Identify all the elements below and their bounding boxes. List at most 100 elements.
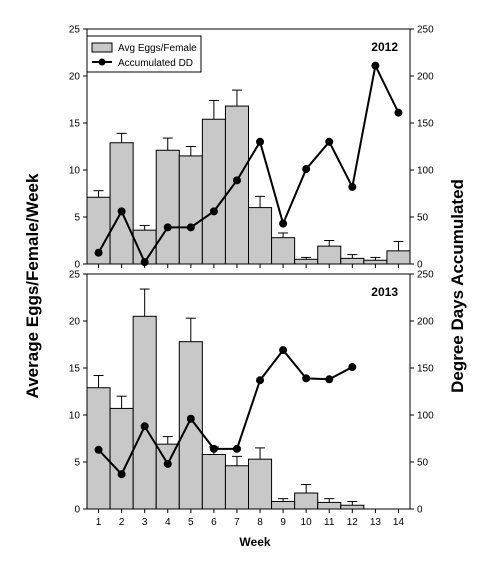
ytick-label-left: 5 [74, 458, 80, 469]
xtick-label: 6 [211, 517, 217, 528]
legend-line-label: Accumulated DD [118, 58, 193, 69]
ytick-label-left: 10 [69, 411, 81, 422]
dd-marker [209, 207, 218, 216]
bar [132, 315, 157, 510]
dd-marker [348, 363, 357, 372]
ytick-label-right: 250 [417, 270, 434, 281]
legend-box [86, 35, 202, 73]
ytick-label-left: 0 [74, 505, 80, 516]
ytick-label-left: 20 [69, 72, 81, 83]
dd-line [97, 62, 400, 265]
bar [363, 259, 388, 265]
bar [340, 257, 365, 265]
xtick-label: 7 [234, 517, 240, 528]
bar [201, 118, 226, 265]
ylabel-left: Average Eggs/Female/Week [23, 173, 42, 398]
ytick-label-right: 50 [417, 213, 429, 224]
ytick-label-right: 150 [417, 119, 434, 130]
ytick-label-right: 150 [417, 364, 434, 375]
dd-marker [279, 346, 288, 355]
dd-marker [232, 176, 241, 185]
ytick-label-right: 100 [417, 411, 434, 422]
ytick-label-right: 200 [417, 72, 434, 83]
bar [271, 500, 296, 510]
xtick-label: 1 [96, 517, 102, 528]
bar [178, 155, 203, 265]
dd-marker [117, 207, 126, 216]
dd-marker [186, 414, 195, 423]
dd-marker [394, 108, 403, 117]
ytick-label-left: 5 [74, 213, 80, 224]
bar [248, 207, 273, 265]
legend-bar-swatch [91, 42, 113, 53]
bar [178, 341, 203, 510]
dd-marker [186, 223, 195, 232]
ytick-label-right: 0 [417, 260, 423, 271]
bar [248, 458, 273, 510]
xtick-label: 11 [324, 517, 335, 528]
ytick-label-right: 250 [417, 25, 434, 36]
bar [317, 501, 342, 510]
dd-marker [302, 374, 311, 383]
xtick-label: 2 [119, 517, 125, 528]
dd-marker [209, 444, 218, 453]
panel-title: 2012 [371, 40, 398, 54]
dd-marker [94, 248, 103, 257]
bar [109, 142, 134, 265]
bar [386, 250, 411, 265]
bar [201, 453, 226, 510]
ytick-label-right: 200 [417, 317, 434, 328]
legend: Avg Eggs/Female Accumulated DD [86, 35, 202, 73]
dd-marker [256, 137, 265, 146]
xtick-label: 14 [393, 517, 405, 528]
bar [224, 465, 250, 510]
ytick-label-right: 100 [417, 166, 434, 177]
plot-frame [86, 273, 411, 510]
xtick-label: 8 [257, 517, 263, 528]
dd-marker [325, 375, 334, 384]
ytick-label-left: 10 [69, 166, 81, 177]
ytick-label-left: 25 [69, 25, 81, 36]
ytick-label-left: 25 [69, 270, 81, 281]
ytick-label-left: 15 [69, 119, 81, 130]
ytick-label-left: 20 [69, 317, 81, 328]
bar [294, 492, 319, 510]
dd-marker [94, 445, 103, 454]
bar [340, 504, 365, 510]
ytick-label-left: 15 [69, 364, 81, 375]
legend-line-marker [98, 58, 106, 66]
dd-marker [163, 459, 172, 468]
xtick-label: 13 [370, 517, 382, 528]
xlabel: Week [239, 535, 270, 549]
dd-marker [232, 444, 241, 453]
ytick-label-right: 0 [417, 505, 423, 516]
dd-marker [140, 422, 149, 431]
bar [155, 149, 180, 265]
xtick-label: 3 [142, 517, 148, 528]
dd-marker [302, 165, 311, 174]
ylabel-right: Degree Days Accumulated [448, 179, 467, 393]
xtick-label: 10 [301, 517, 313, 528]
ytick-label-left: 0 [74, 260, 80, 271]
bar [271, 237, 296, 265]
xtick-label: 4 [165, 517, 171, 528]
legend-bar-label: Avg Eggs/Female [118, 43, 197, 54]
dd-marker [163, 223, 172, 232]
dd-marker [371, 61, 380, 70]
ytick-label-right: 50 [417, 458, 429, 469]
bar [224, 105, 250, 265]
xtick-label: 5 [188, 517, 194, 528]
bar [317, 245, 342, 265]
dd-marker [348, 182, 357, 191]
xtick-label: 9 [280, 517, 286, 528]
panel-title: 2013 [371, 285, 398, 299]
bar [155, 443, 180, 510]
dd-marker [279, 219, 288, 228]
dd-marker [325, 137, 334, 146]
dd-marker [117, 470, 126, 479]
dd-marker [256, 376, 265, 385]
bar [294, 258, 319, 265]
